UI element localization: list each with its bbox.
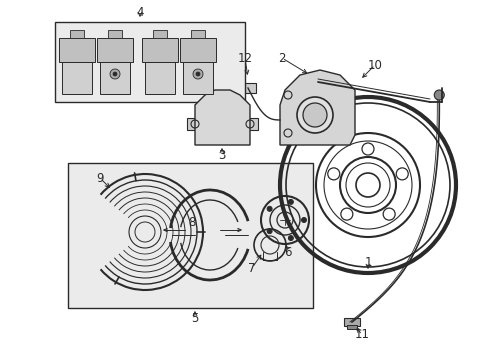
Polygon shape bbox=[280, 70, 354, 145]
Circle shape bbox=[303, 103, 326, 127]
Text: 3: 3 bbox=[218, 149, 225, 162]
Polygon shape bbox=[183, 62, 213, 94]
Polygon shape bbox=[97, 38, 133, 62]
Polygon shape bbox=[145, 62, 175, 94]
Polygon shape bbox=[100, 62, 130, 94]
Bar bbox=[240, 83, 256, 93]
Polygon shape bbox=[108, 30, 122, 38]
Circle shape bbox=[288, 199, 293, 204]
Circle shape bbox=[301, 217, 306, 222]
Polygon shape bbox=[59, 38, 95, 62]
Bar bbox=[68, 163, 312, 308]
Text: 6: 6 bbox=[284, 246, 291, 258]
Bar bbox=[346, 325, 356, 329]
Bar bbox=[242, 118, 258, 130]
Text: 5: 5 bbox=[191, 311, 198, 324]
Text: 11: 11 bbox=[354, 328, 369, 342]
Polygon shape bbox=[195, 90, 249, 145]
Polygon shape bbox=[180, 38, 216, 62]
Text: 8: 8 bbox=[188, 216, 195, 229]
Circle shape bbox=[288, 235, 293, 240]
Polygon shape bbox=[62, 62, 92, 94]
Circle shape bbox=[110, 69, 120, 79]
Text: 1: 1 bbox=[364, 256, 371, 269]
Text: 7: 7 bbox=[248, 261, 255, 275]
Bar bbox=[334, 117, 346, 125]
Circle shape bbox=[296, 97, 332, 133]
Text: 4: 4 bbox=[136, 5, 143, 18]
Bar bbox=[343, 318, 359, 326]
Polygon shape bbox=[142, 38, 178, 62]
Circle shape bbox=[129, 216, 161, 248]
Circle shape bbox=[113, 72, 117, 76]
Bar bbox=[186, 118, 203, 130]
Bar bbox=[311, 76, 319, 86]
Circle shape bbox=[266, 229, 272, 234]
Polygon shape bbox=[70, 30, 84, 38]
Circle shape bbox=[196, 72, 200, 76]
Polygon shape bbox=[191, 30, 204, 38]
Circle shape bbox=[266, 206, 272, 211]
Polygon shape bbox=[153, 30, 167, 38]
Bar bbox=[55, 22, 244, 102]
Text: 9: 9 bbox=[96, 171, 103, 185]
Circle shape bbox=[433, 90, 444, 100]
Text: 10: 10 bbox=[367, 59, 382, 72]
Text: 2: 2 bbox=[278, 51, 285, 64]
Text: 12: 12 bbox=[237, 51, 252, 64]
Circle shape bbox=[193, 69, 203, 79]
